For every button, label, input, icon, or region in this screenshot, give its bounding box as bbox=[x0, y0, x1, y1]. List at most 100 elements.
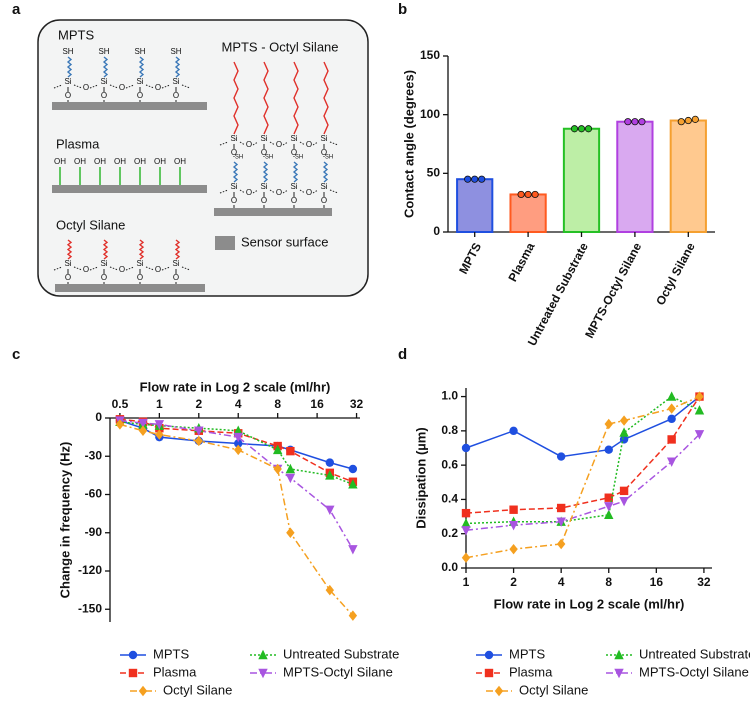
replicate-point bbox=[531, 190, 539, 199]
atom-label: Si bbox=[100, 77, 107, 86]
legend-marker bbox=[484, 668, 494, 678]
chain bbox=[138, 56, 145, 78]
atom-label: O bbox=[101, 91, 107, 100]
marker bbox=[273, 463, 282, 475]
replicate-point bbox=[471, 175, 479, 183]
bond bbox=[329, 189, 339, 194]
marker bbox=[461, 508, 471, 518]
bond bbox=[125, 266, 135, 271]
atom-label: SH bbox=[98, 47, 109, 56]
chain bbox=[293, 61, 299, 135]
marker bbox=[233, 425, 243, 435]
y-tick-label: 150 bbox=[420, 48, 440, 62]
atom-label: O bbox=[261, 148, 267, 157]
y-tick-label: 0.8 bbox=[441, 423, 458, 437]
y-tick-label: 50 bbox=[427, 166, 441, 180]
y-tick-label: 1.0 bbox=[441, 389, 458, 403]
y-tick-label: -120 bbox=[78, 563, 102, 577]
y-tick-label: -30 bbox=[85, 448, 103, 462]
replicate-point bbox=[570, 125, 579, 133]
legend-marker bbox=[614, 649, 624, 660]
bond bbox=[329, 141, 339, 146]
atom-label: OH bbox=[54, 157, 66, 166]
bond bbox=[73, 84, 83, 89]
atom-label: O bbox=[246, 188, 252, 197]
diagram-title: MPTS - Octyl Silane bbox=[221, 39, 338, 54]
atom-label: O bbox=[137, 273, 143, 282]
atom-label: Si bbox=[230, 182, 237, 191]
diagram-title: MPTS bbox=[58, 27, 94, 42]
marker bbox=[325, 505, 335, 515]
replicate-point bbox=[624, 118, 632, 126]
sensor-surface bbox=[52, 102, 207, 110]
bond bbox=[312, 141, 319, 146]
atom-label: SH bbox=[265, 155, 273, 161]
x-tick-label: MPTS bbox=[456, 240, 484, 276]
bar bbox=[669, 119, 707, 233]
chain bbox=[233, 61, 239, 135]
atom-label: O bbox=[173, 273, 179, 282]
bond bbox=[109, 84, 119, 89]
atom-label: O bbox=[291, 148, 297, 157]
legend-marker bbox=[484, 650, 494, 660]
marker bbox=[508, 520, 519, 531]
x-tick-label: 2 bbox=[195, 397, 202, 411]
marker bbox=[604, 418, 613, 430]
sensor-surface bbox=[214, 208, 332, 216]
atom-label: O bbox=[246, 140, 252, 149]
atom-label: O bbox=[119, 83, 125, 92]
atom-label: OH bbox=[94, 157, 106, 166]
bond bbox=[109, 266, 119, 271]
legend-label: Plasma bbox=[509, 664, 553, 679]
atom-label: Si bbox=[136, 77, 143, 86]
bond bbox=[219, 141, 229, 146]
marker bbox=[286, 446, 295, 456]
marker bbox=[194, 435, 203, 447]
marker bbox=[155, 429, 164, 440]
bond bbox=[219, 189, 229, 194]
legend-marker bbox=[614, 668, 624, 679]
atom-label: O bbox=[321, 148, 327, 157]
marker bbox=[667, 403, 676, 414]
bond bbox=[299, 189, 306, 194]
marker bbox=[666, 457, 677, 467]
marker bbox=[556, 538, 566, 550]
bond bbox=[239, 189, 246, 194]
marker bbox=[694, 430, 705, 440]
x-tick-label: Untreated Substrate bbox=[525, 240, 591, 348]
bond bbox=[125, 84, 135, 89]
legend-marker bbox=[128, 650, 138, 660]
series-line bbox=[119, 421, 354, 485]
x-tick-label: 8 bbox=[274, 397, 281, 411]
bond bbox=[239, 141, 246, 146]
marker bbox=[509, 426, 518, 436]
y-tick-label: 100 bbox=[420, 107, 440, 121]
y-axis-title: Dissipation (µm) bbox=[413, 427, 428, 528]
bond bbox=[53, 266, 63, 271]
replicate-point bbox=[517, 190, 525, 199]
panel-label: d bbox=[398, 346, 407, 363]
bond bbox=[145, 84, 155, 89]
x-tick-label: Octyl Silane bbox=[653, 240, 698, 308]
marker bbox=[694, 405, 705, 415]
atom-label: Si bbox=[172, 77, 179, 86]
legend-label: MPTS bbox=[509, 646, 545, 661]
atom-label: SH bbox=[170, 47, 181, 56]
chain bbox=[292, 161, 299, 183]
chain bbox=[66, 56, 73, 78]
atom-label: O bbox=[155, 265, 161, 274]
x-tick-label: 1 bbox=[156, 397, 163, 411]
replicate-point bbox=[524, 190, 532, 199]
marker bbox=[115, 419, 125, 430]
marker bbox=[604, 493, 613, 502]
atom-label: Si bbox=[320, 182, 327, 191]
bond bbox=[145, 266, 155, 271]
bond bbox=[89, 84, 99, 89]
marker bbox=[286, 527, 295, 538]
marker bbox=[348, 479, 358, 489]
marker bbox=[604, 509, 614, 520]
replicate-point bbox=[478, 175, 486, 183]
legend-label: Octyl Silane bbox=[163, 682, 232, 697]
atom-label: O bbox=[306, 188, 312, 197]
marker bbox=[285, 473, 296, 484]
